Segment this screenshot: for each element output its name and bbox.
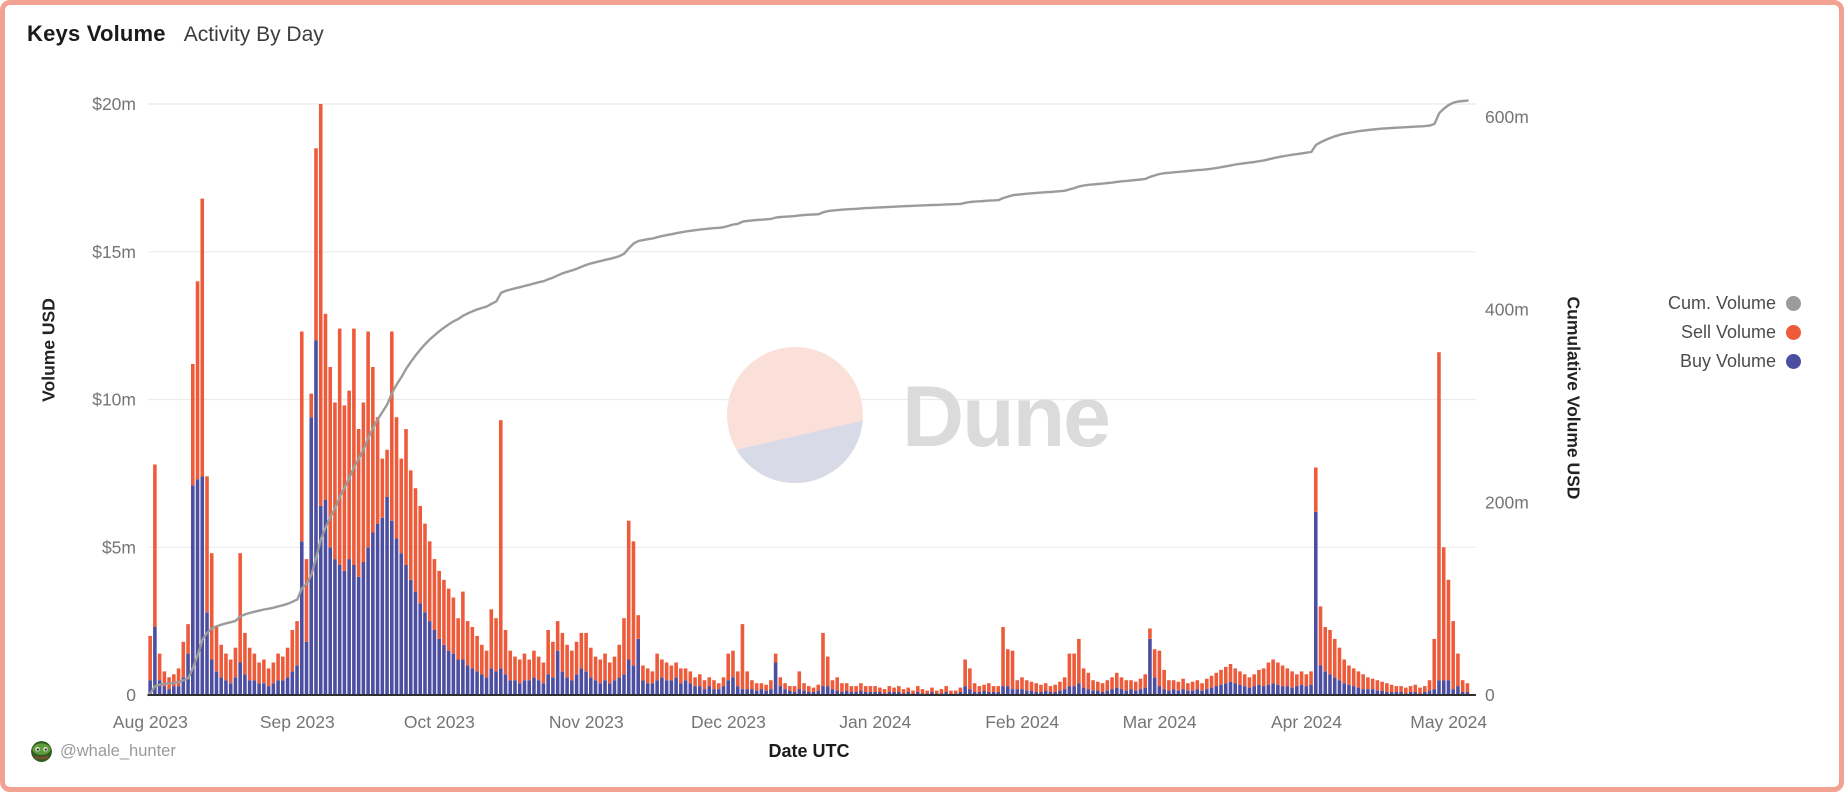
left-axis-ticks: $20m $15m $10m $5m 0 [92,94,136,705]
svg-text:Nov 2023: Nov 2023 [549,712,624,732]
svg-text:Mar 2024: Mar 2024 [1123,712,1197,732]
svg-text:Sep 2023: Sep 2023 [260,712,335,732]
svg-text:May 2024: May 2024 [1410,712,1487,732]
svg-text:200m: 200m [1485,492,1529,512]
svg-text:$15m: $15m [92,242,136,262]
legend-color-dot [1786,325,1801,340]
legend-color-dot [1786,296,1801,311]
legend-color-dot [1786,354,1801,369]
legend-label: Sell Volume [1680,322,1776,342]
legend-label: Cum. Volume [1667,293,1776,313]
legend: Cum. Volume Sell Volume Buy Volume [1668,293,1801,372]
cumulative-volume-line [146,99,1469,697]
svg-text:0: 0 [1485,685,1495,705]
svg-text:$20m: $20m [92,94,136,114]
whale-hunter-avatar [31,741,52,762]
svg-text:600m: 600m [1485,107,1529,127]
legend-label: Buy Volume [1679,351,1776,371]
svg-text:Feb 2024: Feb 2024 [985,712,1059,732]
right-axis-title: Cumulative Volume USD [1563,296,1584,500]
svg-text:$10m: $10m [92,390,136,410]
attribution-handle: @whale_hunter [60,742,176,760]
legend-item-sell-volume[interactable]: Sell Volume [1681,322,1801,343]
legend-item-cum-volume[interactable]: Cum. Volume [1668,293,1801,314]
right-axis-ticks: 600m 400m 200m 0 [1485,107,1529,705]
volume-bars-layer [148,104,1470,696]
attribution: @whale_hunter [31,741,176,762]
svg-text:Oct 2023: Oct 2023 [404,712,475,732]
chart-subtitle: Activity By Day [183,23,324,46]
svg-text:$5m: $5m [102,537,136,557]
x-axis-ticks: Aug 2023 Sep 2023 Oct 2023 Nov 2023 Dec 2023… [113,712,1487,732]
chart-title: Keys Volume [27,21,166,46]
svg-text:Apr 2024: Apr 2024 [1271,712,1342,732]
frog-avatar-icon [31,741,52,762]
svg-text:Dec 2023: Dec 2023 [691,712,766,732]
chart-header: Keys Volume Activity By Day [27,21,324,47]
keys-volume-chart[interactable]: Dune $20m $15m $10m $5m 0 600m 400m 200m 0 Aug 20… [5,5,1844,792]
svg-text:0: 0 [126,685,136,705]
left-axis-title: Volume USD [38,298,59,402]
svg-text:Jan 2024: Jan 2024 [839,712,911,732]
dune-watermark: Dune [727,347,1111,483]
dune-watermark-text: Dune [902,369,1109,465]
x-axis-title: Date UTC [768,741,850,761]
legend-item-buy-volume[interactable]: Buy Volume [1680,351,1801,372]
svg-text:Aug 2023: Aug 2023 [113,712,188,732]
svg-text:400m: 400m [1485,300,1529,320]
